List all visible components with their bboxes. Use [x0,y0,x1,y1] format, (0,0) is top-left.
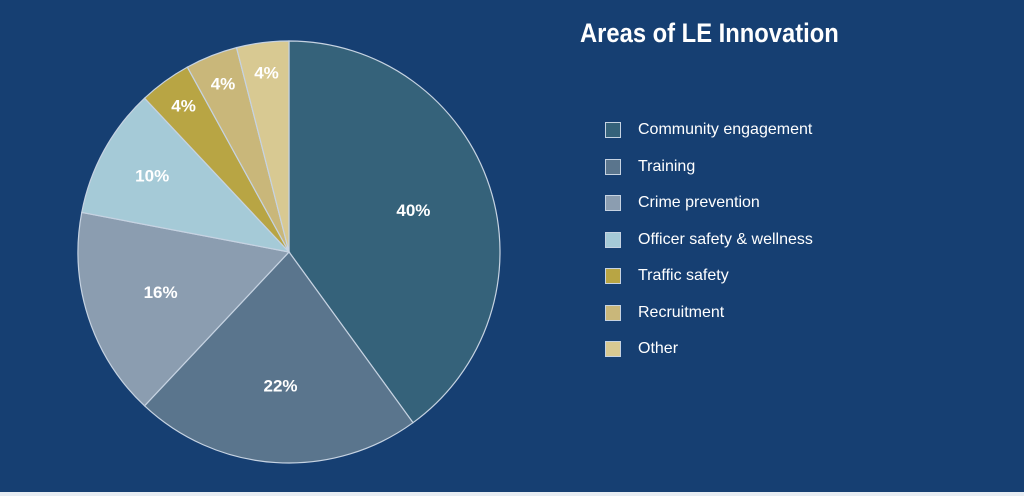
pie-slice-training [143,251,414,464]
legend-swatch [605,158,621,175]
bottom-border [0,492,1024,496]
legend-swatch [605,268,621,285]
slice-label-recruitment: 4% [211,75,236,94]
legend-swatch [605,231,621,248]
legend-item-crime-prevention: Crime prevention [605,185,813,222]
legend-label: Officer safety & wellness [638,230,813,248]
pie-slice-officer-safety-and-wellness [81,97,291,253]
slice-label-traffic-safety: 4% [171,96,196,115]
legend-swatch [605,195,621,212]
legend-item-traffic-safety: Traffic safety [605,258,813,295]
legend-swatch [605,122,621,139]
legend-item-community-engagement: Community engagement [605,112,813,149]
legend-label: Traffic safety [638,267,729,285]
legend-label: Community engagement [638,121,813,139]
slice-label-community-engagement: 40% [396,201,430,220]
slice-label-other: 4% [254,64,279,83]
chart-title: Areas of LE Innovation [580,18,839,48]
pie-slice-community-engagement [288,40,501,424]
legend-label: Recruitment [638,303,725,321]
legend-swatch [605,341,621,358]
legend-item-other: Other [605,331,813,368]
legend-item-training: Training [605,149,813,186]
pie-chart: 40% 22% 16% 10% 4% 4% 4% [77,40,501,464]
slice-label-training: 22% [263,376,297,395]
legend-item-officer-safety-and-wellness: Officer safety & wellness [605,222,813,259]
legend-label: Training [638,157,696,175]
slice-label-officer-safety-and-wellness: 10% [135,166,169,185]
legend: Community engagement Training Crime preven… [605,112,813,368]
pie-slice-crime-prevention [77,211,291,407]
slice-label-crime-prevention: 16% [144,283,178,302]
legend-label: Other [638,340,679,358]
legend-label: Crime prevention [638,194,760,212]
legend-swatch [605,304,621,321]
pie-slice-other [235,40,290,253]
legend-item-recruitment: Recruitment [605,295,813,332]
